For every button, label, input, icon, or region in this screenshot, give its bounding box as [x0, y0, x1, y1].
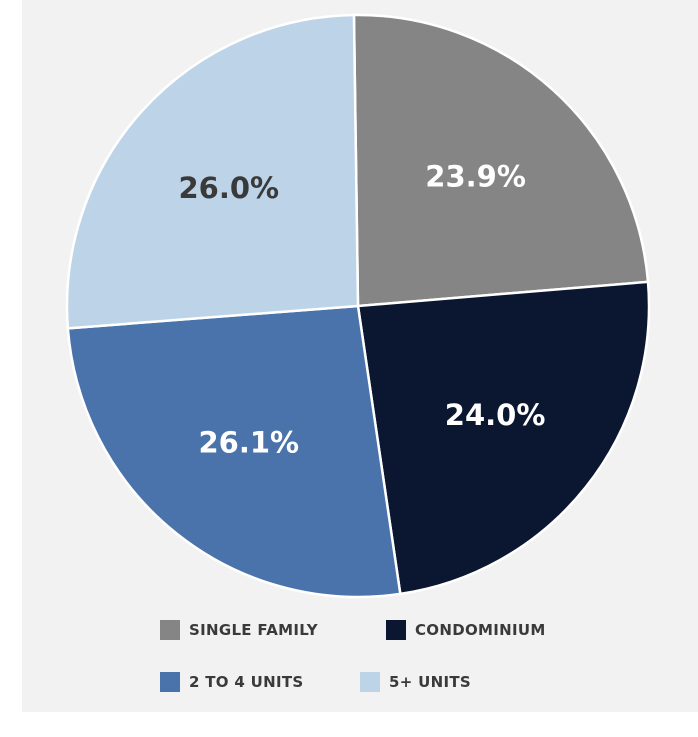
pie-value-label-single-family: 23.9% [425, 159, 526, 193]
legend-swatch-single-family [160, 620, 180, 640]
pie-slices [65, 13, 651, 599]
legend-item-5-plus-units: 5+ UNITS [360, 668, 471, 696]
pie-value-labels: 23.9% 24.0% 26.1% 26.0% [178, 159, 545, 459]
pie-slice-condominium [356, 280, 651, 596]
pie-value-label-5-plus-units: 26.0% [178, 171, 279, 205]
legend-swatch-condominium [386, 620, 406, 640]
pie-slice-single-family [352, 13, 650, 308]
legend-label-2-to-4-units: 2 TO 4 UNITS [189, 673, 304, 691]
legend-item-2-to-4-units: 2 TO 4 UNITS [160, 668, 303, 696]
legend-label-condominium: CONDOMINIUM [415, 621, 546, 639]
legend-label-5-plus-units: 5+ UNITS [389, 673, 471, 691]
legend-label-single-family: SINGLE FAMILY [189, 621, 318, 639]
legend-swatch-2-to-4-units [160, 672, 180, 692]
legend-item-single-family: SINGLE FAMILY [160, 616, 318, 644]
legend-swatch-5-plus-units [360, 672, 380, 692]
pie-value-label-condominium: 24.0% [445, 398, 546, 432]
legend-item-condominium: CONDOMINIUM [386, 616, 546, 644]
pie-slice-5-plus-units [65, 13, 360, 330]
pie-slice-2-to-4-units [66, 304, 402, 599]
pie-value-label-2-to-4-units: 26.1% [198, 426, 299, 460]
